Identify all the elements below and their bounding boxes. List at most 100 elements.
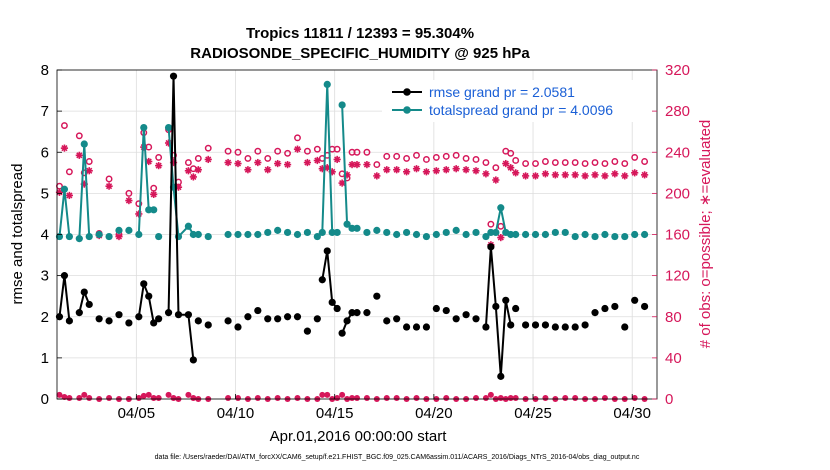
possible-obs-point [581, 160, 589, 168]
zero-obs-point [487, 391, 494, 398]
legend-box [382, 80, 652, 122]
zero-obs-point [294, 394, 301, 401]
rmse-point [571, 323, 579, 331]
zero-obs-point [145, 391, 152, 398]
possible-obs-point [194, 154, 202, 162]
totalspread-point [318, 228, 326, 237]
possible-obs-point [482, 159, 490, 166]
y-right-tick-label: 280 [665, 103, 690, 120]
zero-obs-point [56, 391, 63, 398]
totalspread-point [422, 232, 431, 241]
evaluated-obs-point [402, 168, 411, 176]
totalspread-point [75, 235, 83, 243]
y-right-tick-label: 120 [665, 268, 690, 285]
possible-obs-point [294, 134, 301, 142]
y-left-tick-label: 0 [41, 391, 49, 408]
rmse-point [452, 315, 460, 323]
possible-obs-point [393, 152, 401, 160]
evaluated-obs-point [591, 171, 599, 179]
zero-obs-point [106, 394, 113, 401]
possible-obs-point [135, 200, 143, 208]
totalspread-point [224, 230, 232, 239]
totalspread-point [65, 232, 73, 241]
rmse-point [338, 329, 346, 337]
zero-obs-point [562, 394, 569, 401]
rmse-point [164, 309, 173, 317]
totalspread-point [145, 206, 153, 214]
possible-obs-point [403, 154, 411, 162]
rmse-point [184, 311, 193, 319]
zero-obs-point [170, 394, 177, 401]
totalspread-point [115, 226, 123, 234]
evaluated-obs-point [383, 166, 391, 174]
zero-obs-point [542, 394, 549, 401]
evaluated-obs-point [174, 183, 183, 191]
evaluated-obs-point [521, 172, 530, 180]
rmse-point [442, 306, 450, 315]
possible-obs-point [244, 154, 252, 162]
evaluated-obs-point [551, 171, 559, 179]
zero-obs-point [150, 394, 157, 401]
possible-obs-point [353, 148, 361, 156]
possible-obs-point [155, 153, 163, 161]
y-left-tick-label: 8 [41, 62, 49, 79]
evaluated-obs-point [333, 155, 341, 164]
rmse-point [353, 309, 361, 317]
rmse-point [507, 321, 515, 329]
rmse-point [497, 372, 505, 380]
evaluated-obs-point [482, 170, 490, 178]
y-axis-left-ticks: 0 1 2 3 4 5 6 7 8 [41, 62, 62, 408]
zero-obs-point [497, 394, 504, 401]
totalspread-point [531, 230, 540, 239]
possible-obs-point [571, 159, 579, 166]
possible-obs-point [125, 189, 133, 197]
totalspread-point [80, 140, 88, 148]
possible-obs-point [631, 153, 639, 161]
totalspread-point [343, 220, 351, 228]
evaluated-obs-point [145, 157, 153, 166]
possible-obs-point [234, 148, 242, 156]
y-right-tick-label: 80 [665, 309, 682, 326]
evaluated-obs-point [631, 169, 639, 177]
chart-title-line2: RADIOSONDE_SPECIFIC_HUMIDITY @ 925 hPa [190, 45, 530, 62]
totalspread-point [150, 206, 158, 214]
totalspread-point [521, 230, 530, 239]
totalspread-point [611, 232, 619, 241]
totalspread-point [283, 228, 292, 237]
totalspread-point [274, 226, 282, 234]
rmse-point [343, 317, 351, 325]
possible-obs-point [591, 159, 599, 166]
totalspread-point [373, 226, 381, 234]
x-tick-label: 04/25 [514, 405, 552, 422]
zero-obs-point [363, 394, 370, 401]
totalspread-line-segment [78, 143, 91, 239]
x-tick-label: 04/05 [118, 405, 156, 422]
evaluated-obs-point [204, 155, 212, 164]
x-tick-label: 04/15 [316, 405, 354, 422]
y-right-tick-label: 240 [665, 144, 690, 161]
legend-rmse-marker [403, 88, 411, 96]
rmse-point [135, 313, 143, 321]
possible-obs-point [333, 145, 341, 153]
totalspread-point [303, 228, 312, 237]
possible-obs-point [75, 132, 83, 140]
rmse-point [318, 276, 326, 284]
evaluated-obs-point [507, 164, 515, 172]
totalspread-point [507, 230, 515, 239]
rmse-point [323, 247, 331, 255]
totalspread-line-segment [137, 126, 154, 235]
possible-obs-point [462, 154, 470, 162]
totalspread-point [492, 228, 500, 237]
y-axis-right-label: # of obs: o=possible; ∗=evaluated [697, 120, 714, 349]
possible-obs-point [532, 160, 539, 168]
rmse-point [244, 313, 252, 321]
evaluated-obs-point [531, 172, 540, 180]
rmse-point [293, 313, 302, 321]
possible-obs-point [507, 149, 515, 157]
y-left-tick-label: 2 [41, 309, 49, 326]
rmse-point [363, 309, 371, 317]
totalspread-point [234, 230, 242, 239]
evaluated-obs-point [194, 166, 202, 174]
zero-obs-point [507, 394, 514, 401]
rmse-point [541, 321, 550, 329]
